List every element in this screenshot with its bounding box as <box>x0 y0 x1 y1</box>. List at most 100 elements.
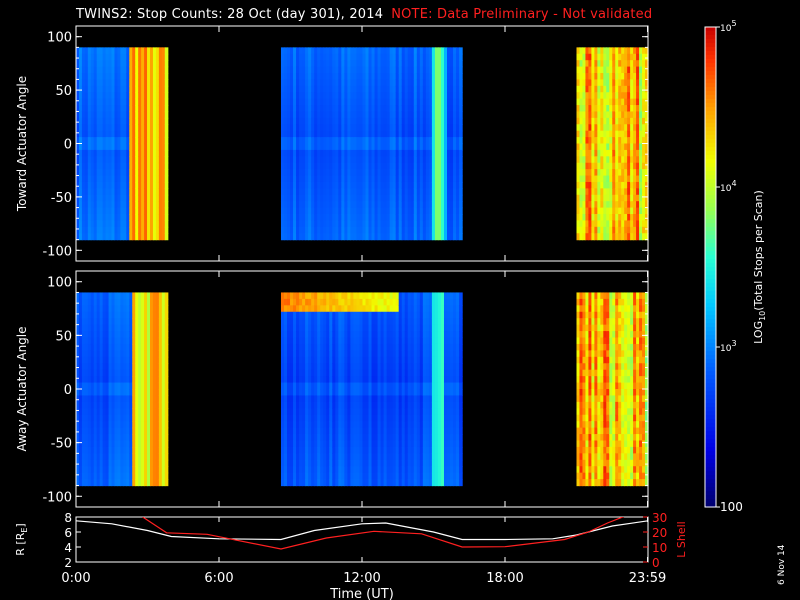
heatmap-cell <box>317 66 321 74</box>
heatmap-cell <box>305 214 309 222</box>
heatmap-cell <box>111 331 116 339</box>
heatmap-cell <box>93 111 98 119</box>
heatmap-cell <box>437 169 442 177</box>
heatmap-cell <box>314 459 318 467</box>
heatmap-cell <box>308 226 312 234</box>
heatmap-cell <box>283 389 288 397</box>
heatmap-cell <box>431 194 436 202</box>
heatmap-cell <box>624 214 628 222</box>
heatmap-cell <box>93 401 98 409</box>
heatmap-cell <box>341 117 345 125</box>
heatmap-cell <box>597 214 601 222</box>
heatmap-cell <box>392 220 397 228</box>
heatmap-cell <box>576 188 581 196</box>
heatmap-cell <box>326 356 330 364</box>
heatmap-cell <box>332 188 336 196</box>
heatmap-cell <box>603 149 607 157</box>
heatmap-cell <box>456 201 460 209</box>
heatmap-cell <box>329 149 333 157</box>
heatmap-cell <box>329 376 333 384</box>
heatmap-cell <box>422 194 427 202</box>
heatmap-cell <box>155 472 160 480</box>
heatmap-cell <box>609 201 613 209</box>
heatmap-cell <box>585 79 590 87</box>
heatmap-cell <box>612 60 616 68</box>
heatmap-cell <box>453 105 457 113</box>
heatmap-cell <box>359 117 364 125</box>
heatmap-cell <box>76 356 80 364</box>
heatmap-cell <box>111 220 116 228</box>
heatmap-cell <box>123 408 127 416</box>
heatmap-cell <box>299 434 303 442</box>
heatmap-cell <box>290 214 294 222</box>
heatmap-cell <box>293 427 297 435</box>
heatmap-cell <box>591 175 595 183</box>
heatmap-cell <box>428 60 433 68</box>
heatmap-cell <box>311 175 315 183</box>
heatmap-cell <box>320 98 324 106</box>
heatmap-cell <box>383 194 388 202</box>
heatmap-cell <box>335 175 339 183</box>
heatmap-cell <box>293 214 297 222</box>
heatmap-cell <box>350 92 355 100</box>
heatmap-cell <box>78 207 83 215</box>
heatmap-cell <box>290 194 294 202</box>
data-segment-0 <box>76 47 169 241</box>
heatmap-cell <box>395 181 400 189</box>
heatmap-cell <box>108 98 113 106</box>
heatmap-cell <box>81 389 86 397</box>
heatmap-cell <box>594 92 598 100</box>
heatmap-cell <box>588 130 592 138</box>
heatmap-cell <box>280 440 285 448</box>
heatmap-cell <box>161 440 166 448</box>
heatmap-cell <box>576 194 581 202</box>
heatmap-cell <box>582 207 587 215</box>
heatmap-cell <box>87 188 92 196</box>
heatmap-cell <box>129 421 133 429</box>
heatmap-cell <box>99 408 104 416</box>
heatmap-cell <box>84 201 89 209</box>
heatmap-cell <box>350 226 355 234</box>
heatmap-cell <box>126 305 130 313</box>
heatmap-cell <box>129 181 133 189</box>
heatmap-cell <box>588 201 592 209</box>
heatmap-cell <box>597 60 601 68</box>
heatmap-cell <box>96 459 101 467</box>
heatmap-cell <box>453 194 457 202</box>
heatmap-cell <box>126 389 130 397</box>
heatmap-cell <box>283 53 288 61</box>
heatmap-cell <box>144 479 148 487</box>
heatmap-cell <box>293 292 297 300</box>
heatmap-cell <box>639 92 643 100</box>
heatmap-cell <box>138 130 142 138</box>
heatmap-cell <box>377 92 382 100</box>
heatmap-cell <box>296 440 300 448</box>
heatmap-cell <box>453 60 457 68</box>
heatmap-cell <box>90 466 95 474</box>
heatmap-cell <box>84 181 89 189</box>
heatmap-cell <box>323 292 327 300</box>
heatmap-cell <box>296 162 300 170</box>
heatmap-cell <box>329 389 333 397</box>
heatmap-cell <box>102 143 107 151</box>
heatmap-cell <box>459 220 463 228</box>
heatmap-cell <box>594 156 598 164</box>
heatmap-cell <box>633 175 637 183</box>
heatmap-cell <box>117 188 121 196</box>
heatmap-cell <box>392 98 397 106</box>
heatmap-cell <box>335 66 339 74</box>
heatmap-cell <box>78 343 83 351</box>
heatmap-cell <box>431 79 436 87</box>
heatmap-cell <box>386 207 391 215</box>
heatmap-cell <box>365 143 370 151</box>
heatmap-cell <box>395 85 400 93</box>
heatmap-cell <box>576 124 581 132</box>
heatmap-cell <box>612 194 616 202</box>
heatmap-cell <box>639 105 643 113</box>
heatmap-cell <box>287 382 291 390</box>
heatmap-cell <box>296 66 300 74</box>
heatmap-cell <box>380 181 385 189</box>
heatmap-cell <box>161 389 166 397</box>
heatmap-cell <box>600 117 604 125</box>
heatmap-cell <box>123 117 127 125</box>
